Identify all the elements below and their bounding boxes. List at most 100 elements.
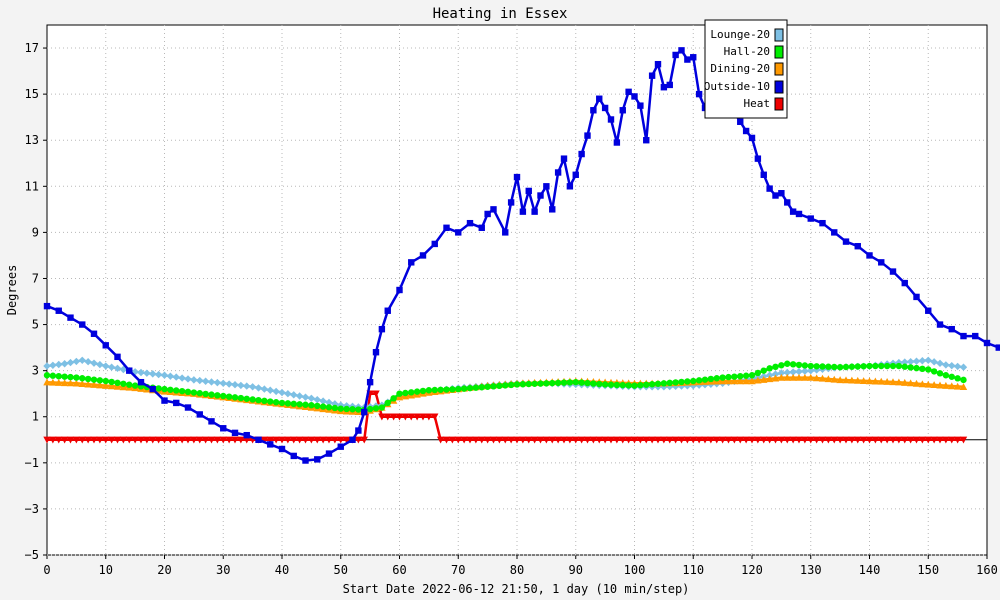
series-outside-10-marker <box>490 206 497 213</box>
series-heat-marker <box>489 436 498 444</box>
series-heat-marker <box>143 436 151 444</box>
series-outside-10-marker <box>613 139 621 146</box>
y-tick-label: 17 <box>25 41 39 55</box>
series-heat-marker <box>278 436 286 444</box>
series-lounge-20-marker <box>272 387 280 396</box>
series-heat-marker <box>936 436 944 444</box>
series-hall-20-marker <box>349 406 356 413</box>
series-hall-20-marker <box>314 402 321 410</box>
series-hall-20-marker <box>372 405 380 412</box>
series-outside-10-marker <box>507 199 515 206</box>
series-hall-20-marker <box>114 379 121 387</box>
series-hall-20-marker <box>872 362 879 370</box>
series-lounge-20-marker <box>260 385 269 393</box>
series-outside-10-marker <box>431 240 438 248</box>
legend-label-hall: Hall-20 <box>724 45 770 58</box>
series-lounge-20-marker <box>225 380 233 388</box>
series-heat <box>43 390 968 444</box>
series-hall-20-marker <box>390 395 397 402</box>
series-hall-20-marker <box>778 362 785 369</box>
series-outside-10-marker <box>196 411 203 418</box>
series-dining-20-marker <box>801 373 809 381</box>
series-outside-10-marker <box>643 137 650 144</box>
series-dining-20-marker <box>66 379 75 387</box>
series-dining-20-marker <box>865 377 874 385</box>
series-heat-marker <box>930 436 938 444</box>
series-hall-20-marker <box>819 363 826 370</box>
series-hall-20-marker <box>343 405 350 413</box>
series-hall-20-marker <box>807 362 814 370</box>
series-heat-marker <box>454 436 462 444</box>
series-dining-20-marker <box>877 377 885 385</box>
series-lounge-20-marker <box>948 361 956 370</box>
legend-swatch-hall <box>774 45 784 59</box>
series-lounge-20-marker <box>248 383 257 391</box>
series-outside-10-marker <box>690 54 697 61</box>
series-heat-marker <box>642 436 650 444</box>
series-hall-20-marker <box>560 379 568 386</box>
series-hall-20-marker <box>261 397 268 405</box>
series-heat-marker <box>201 436 210 444</box>
series-outside-10-marker <box>220 425 227 432</box>
series-dining-20-marker <box>742 377 750 385</box>
series-hall-20-marker <box>366 405 374 413</box>
series-hall-20-marker <box>443 386 450 393</box>
series-lounge-20-marker <box>789 368 797 376</box>
series-hall-20-marker <box>202 390 209 398</box>
series-heat-marker <box>207 436 216 444</box>
series-hall-20-marker <box>507 381 515 389</box>
series-outside-10-marker <box>925 307 932 314</box>
series-lounge-20-marker <box>771 370 780 378</box>
series-outside-10-marker <box>695 90 703 98</box>
x-tick-label: 150 <box>917 563 939 577</box>
series-dining-20-marker <box>754 376 762 384</box>
series-outside-10-marker <box>772 192 779 199</box>
series-outside-10-marker <box>255 436 262 443</box>
series-hall-20-marker <box>754 369 762 377</box>
series-heat-marker <box>924 436 932 444</box>
series-lounge-20-marker <box>113 364 122 373</box>
series-hall-20-marker <box>90 376 98 383</box>
series-dining-20-marker <box>113 382 122 390</box>
series-hall-20-marker <box>225 393 233 400</box>
series-outside-10 <box>43 42 1000 464</box>
series-heat-marker <box>295 436 304 444</box>
series-hall-20-marker <box>478 384 485 391</box>
series-outside-10-marker <box>625 88 632 96</box>
series-dining-20-marker <box>953 382 962 390</box>
series-lounge-20-marker <box>160 371 169 379</box>
series-hall-20-marker <box>660 380 668 387</box>
series-hall-20-marker <box>695 377 703 384</box>
series-outside-10-marker <box>126 367 133 374</box>
series-outside-10-marker <box>79 321 86 328</box>
series-heat-marker <box>219 436 227 444</box>
y-tick-label: 9 <box>32 225 39 239</box>
series-heat-marker <box>895 436 903 444</box>
series-heat-marker <box>113 436 122 444</box>
series-heat-marker <box>613 436 621 444</box>
series-heat-marker <box>160 436 169 444</box>
series-hall-20-marker <box>284 400 292 407</box>
series-heat-marker <box>560 436 568 444</box>
series-outside-10-marker <box>378 325 386 333</box>
x-axis-label: Start Date 2022-06-12 21:50, 1 day (10 m… <box>343 582 690 596</box>
series-dining-20-marker <box>818 374 827 382</box>
series-hall-20-marker <box>883 362 891 370</box>
series-hall-20-marker <box>184 388 192 396</box>
series-outside-10-marker <box>173 399 180 407</box>
series-outside-10-marker <box>601 104 609 112</box>
series-heat-marker <box>284 436 292 444</box>
series-heat-marker <box>742 436 750 444</box>
series-dining-20-marker <box>883 378 891 385</box>
series-heat-marker <box>942 436 950 444</box>
series-hall-20-marker <box>784 360 791 367</box>
series-outside-10-marker <box>114 353 121 361</box>
series-lounge-20-marker <box>307 394 316 403</box>
series-hall-20-marker <box>742 372 750 379</box>
series-heat-marker <box>601 436 609 444</box>
series-lounge-20-marker <box>942 361 950 369</box>
series-lounge-20-marker <box>777 369 786 377</box>
series-dining-20-marker <box>724 377 733 385</box>
series-outside-10-marker <box>842 238 850 245</box>
